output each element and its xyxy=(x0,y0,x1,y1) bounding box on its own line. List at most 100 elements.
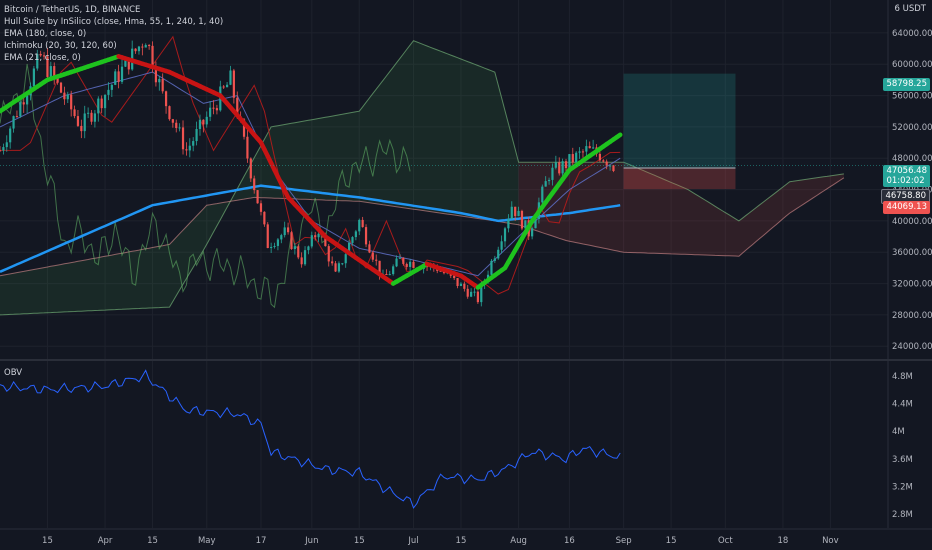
time-axis-label: 15 xyxy=(456,536,467,546)
candle-body xyxy=(110,84,113,90)
candle-body xyxy=(49,66,52,77)
candle-body xyxy=(592,147,595,149)
candle-body xyxy=(453,275,456,279)
price-axis-label: 24000.00 xyxy=(892,342,932,352)
candle-body xyxy=(266,224,269,249)
price-axis-label: 56000.00 xyxy=(892,92,932,102)
candle-body xyxy=(22,102,25,105)
candle-body xyxy=(19,102,22,117)
candle-body xyxy=(124,58,127,67)
candle-body xyxy=(602,160,605,162)
candle-body xyxy=(317,233,320,238)
obv-axis-label: 2.8M xyxy=(892,510,913,520)
candle-body xyxy=(53,66,56,78)
legend: Bitcoin / TetherUS, 1D, BINANCE Hull Sui… xyxy=(4,4,223,64)
candle-body xyxy=(26,95,29,105)
indicator-ema-180[interactable]: EMA (180, close, 0) xyxy=(4,29,87,39)
candle-body xyxy=(564,161,568,169)
indicator-hull-suite[interactable]: Hull Suite by InSilico (close, Hma, 55, … xyxy=(4,17,224,27)
candle-body xyxy=(273,245,276,247)
candle-body xyxy=(249,158,252,179)
candle-body xyxy=(144,44,147,48)
candle-body xyxy=(507,218,510,229)
candle-body xyxy=(425,266,429,268)
candle-body xyxy=(473,291,476,293)
time-axis-label: 15 xyxy=(354,536,365,546)
candle-body xyxy=(412,261,415,268)
candle-body xyxy=(158,78,161,83)
position-target-zone[interactable] xyxy=(623,73,736,168)
candle-body xyxy=(608,165,612,167)
candle-body xyxy=(2,147,5,151)
candle-body xyxy=(337,263,341,272)
price-axis-label: 36000.00 xyxy=(892,248,932,258)
candle-body xyxy=(534,218,537,229)
price-axis-label: 52000.00 xyxy=(892,123,932,133)
time-axis-label: 16 xyxy=(564,536,575,546)
price-axis-label: 40000.00 xyxy=(892,217,932,227)
candle-body xyxy=(114,71,117,85)
candle-body xyxy=(246,136,249,159)
candle-body xyxy=(36,53,39,69)
candle-body xyxy=(76,116,80,126)
time-axis-label: 18 xyxy=(778,536,789,546)
candle-body xyxy=(15,116,19,118)
obv-indicator-label[interactable]: OBV xyxy=(4,368,23,378)
candle-body xyxy=(490,260,493,275)
candle-body xyxy=(87,112,90,114)
candle-body xyxy=(575,152,578,163)
candle-body xyxy=(351,237,354,243)
candle-body xyxy=(137,46,141,52)
candle-body xyxy=(571,154,574,163)
candle-body xyxy=(531,228,534,237)
candle-body xyxy=(358,219,361,232)
candle-body xyxy=(547,179,551,182)
candle-body xyxy=(280,235,283,240)
target-price-tag: 58798.25 xyxy=(883,78,930,91)
time-axis-label: Jul xyxy=(407,536,418,546)
candle-body xyxy=(188,145,191,151)
candle-body xyxy=(402,257,405,264)
position-stop-zone[interactable] xyxy=(623,167,736,190)
candle-body xyxy=(263,211,266,225)
symbol-title[interactable]: Bitcoin / TetherUS, 1D, BINANCE xyxy=(4,5,141,15)
candle-body xyxy=(347,242,351,255)
candle-body xyxy=(283,227,286,236)
candle-body xyxy=(378,260,381,276)
candle-body xyxy=(154,68,158,83)
price-axis-label: 28000.00 xyxy=(892,311,932,321)
candle-body xyxy=(39,53,42,56)
obv-axis-label: 4.4M xyxy=(892,400,913,410)
candle-body xyxy=(456,278,459,287)
ichimoku-cloud-bear xyxy=(518,162,844,257)
time-axis-label: 17 xyxy=(256,536,267,546)
candle-body xyxy=(588,146,591,149)
candle-body xyxy=(605,161,608,166)
obv-axis-label: 4.8M xyxy=(892,372,913,382)
currency-label[interactable]: 6 USDT xyxy=(895,4,926,14)
candle-body xyxy=(493,258,496,261)
candle-body xyxy=(327,246,330,262)
current-price-value: 47056.48 xyxy=(886,166,927,176)
time-axis-label: 15 xyxy=(666,536,677,546)
candle-body xyxy=(195,128,198,142)
indicator-ema-21[interactable]: EMA (21, close, 0) xyxy=(4,53,81,63)
hull-suite-segment xyxy=(614,132,623,140)
candle-body xyxy=(405,263,408,267)
candle-body xyxy=(202,119,205,125)
candle-body xyxy=(409,261,412,267)
candle-body xyxy=(256,190,259,204)
candle-body xyxy=(341,263,344,265)
price-axis-label: 60000.00 xyxy=(892,60,932,70)
candle-body xyxy=(66,94,69,100)
candle-body xyxy=(103,94,107,109)
candle-body xyxy=(270,246,273,249)
time-axis-label: Nov xyxy=(822,536,839,546)
candle-body xyxy=(253,178,256,191)
candle-body xyxy=(242,119,246,137)
candle-body xyxy=(466,288,469,297)
indicator-ichimoku[interactable]: Ichimoku (20, 30, 120, 60) xyxy=(4,41,117,51)
candle-body xyxy=(585,146,588,152)
